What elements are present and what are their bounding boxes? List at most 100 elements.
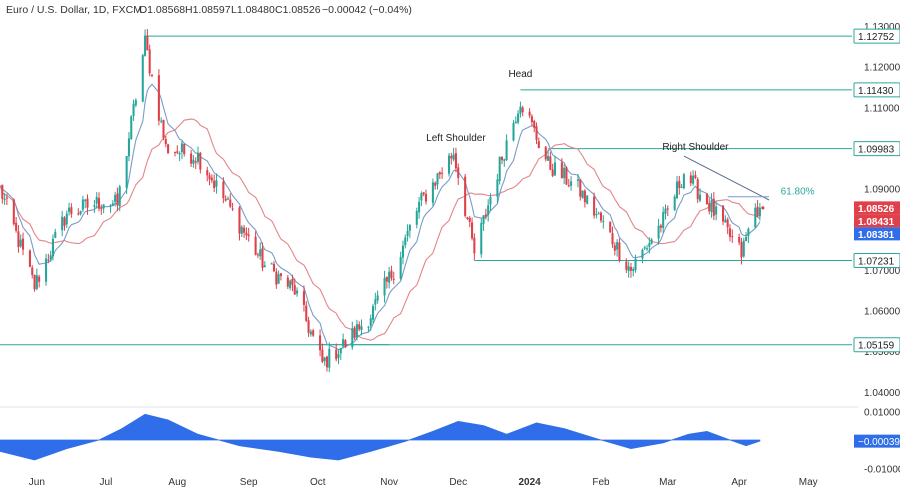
candle-body — [712, 199, 715, 216]
candle — [259, 242, 262, 260]
candle-body — [1, 184, 4, 199]
candles — [1, 28, 761, 373]
candle — [581, 190, 584, 199]
candle — [422, 191, 425, 197]
time-axis[interactable]: Jun Jul Aug Sep Oct Nov Dec 2024 Feb Mar Apr May — [29, 477, 818, 488]
candle-body — [270, 263, 273, 265]
candle — [226, 196, 230, 201]
candle — [431, 178, 434, 207]
candle — [51, 234, 54, 261]
candle-body — [45, 258, 48, 282]
candle-body — [351, 328, 354, 348]
candle-body — [457, 167, 460, 178]
candle — [745, 232, 748, 242]
candle — [657, 218, 660, 245]
candle-body — [210, 177, 213, 181]
candle-body — [157, 75, 160, 121]
candle — [31, 265, 34, 279]
candle — [613, 242, 616, 256]
candle-body — [95, 196, 98, 204]
candle-body — [595, 214, 598, 216]
candle-body — [307, 320, 310, 333]
candle — [33, 274, 36, 292]
candle-body — [256, 254, 259, 256]
candle-body — [738, 236, 741, 243]
candle-body — [505, 140, 508, 161]
ohlc-low: L1.08480 — [231, 4, 275, 16]
candle-body — [401, 245, 405, 258]
candle-body — [696, 179, 699, 200]
candle-body — [167, 144, 170, 154]
candle-body — [17, 231, 20, 248]
candle-body — [473, 237, 476, 254]
candle-body — [12, 199, 15, 225]
candle-body — [323, 357, 326, 361]
ohlc-close: C1.08526 — [275, 4, 321, 16]
candle — [81, 195, 84, 213]
candle — [180, 140, 183, 160]
candle — [519, 101, 522, 118]
candle-body — [132, 103, 135, 117]
candle — [756, 199, 759, 218]
time-tick-label: 2024 — [518, 477, 541, 488]
candle — [616, 239, 619, 257]
candle — [450, 152, 453, 165]
candle-body — [109, 205, 112, 207]
price-tick-label: 1.13000 — [864, 22, 900, 33]
candle — [726, 217, 729, 235]
candle-body — [487, 205, 490, 216]
candle-body — [498, 156, 501, 182]
time-tick-label: Nov — [380, 477, 398, 488]
candle-body — [141, 55, 144, 102]
candle — [342, 333, 345, 349]
candle — [597, 211, 600, 215]
candle-body — [65, 213, 68, 225]
candle-body — [358, 324, 361, 330]
price-tick-label: 1.06000 — [864, 307, 900, 318]
level-price-tag: 1.11430 — [853, 82, 900, 98]
current-value-tag-bg — [854, 227, 900, 241]
candle-body — [312, 330, 315, 336]
candle-body — [63, 217, 66, 226]
candle — [579, 179, 582, 201]
candle — [473, 233, 476, 261]
candle-body — [549, 156, 552, 170]
candle — [351, 321, 354, 350]
candle — [602, 215, 605, 229]
candle — [77, 208, 80, 216]
oscillator-value-tag: −0.00039 — [854, 434, 900, 448]
current-value-tag: 1.08431 — [854, 214, 900, 228]
candle — [369, 314, 372, 331]
candle-body — [597, 213, 600, 215]
candle — [245, 227, 248, 241]
ohlc-high: H1.08597 — [185, 4, 231, 16]
current-value-tag-text: 1.08431 — [858, 217, 895, 228]
candle — [641, 248, 644, 264]
candle-body — [226, 198, 230, 200]
price-axis[interactable]: 1.130001.120001.110001.100001.090001.070… — [761, 22, 900, 399]
candle-body — [353, 327, 356, 338]
candle — [100, 204, 103, 215]
candle-body — [19, 239, 22, 247]
candle — [415, 207, 418, 229]
candle — [436, 172, 439, 190]
oscillator-tick-label: -0.01000 — [864, 465, 900, 476]
candle — [551, 163, 554, 178]
candle-body — [372, 306, 375, 320]
candle — [480, 218, 483, 258]
candle-body — [360, 326, 363, 331]
candle-body — [245, 232, 248, 236]
candle — [35, 268, 38, 291]
candle — [305, 301, 308, 323]
candle-body — [51, 238, 54, 257]
candle-body — [148, 49, 151, 74]
time-tick-label: May — [799, 477, 818, 488]
candle-body — [238, 207, 241, 234]
candle — [254, 231, 257, 256]
candle — [586, 195, 589, 205]
candle — [517, 110, 520, 125]
candle-body — [31, 267, 34, 275]
candle — [611, 226, 614, 248]
candle-body — [724, 219, 727, 223]
candle-body — [275, 271, 278, 285]
